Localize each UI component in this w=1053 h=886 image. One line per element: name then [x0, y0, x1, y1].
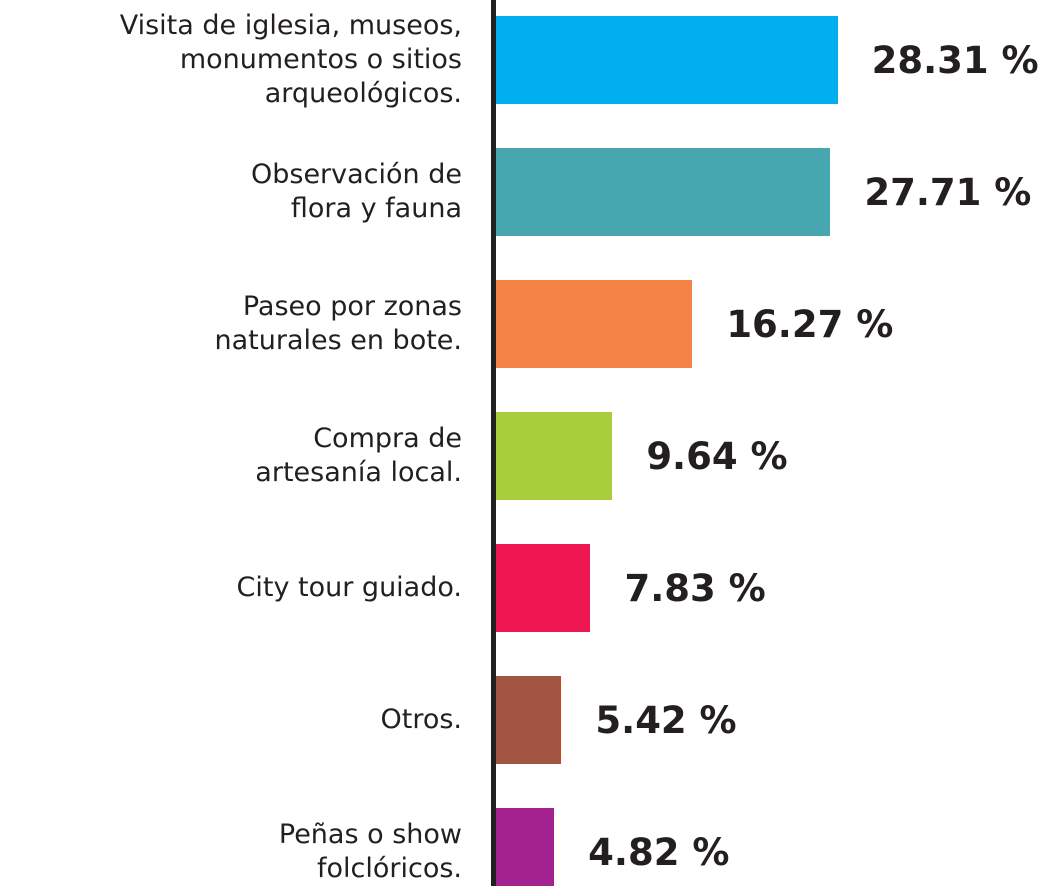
axis-line: [491, 0, 496, 886]
category-label: Peñas o show folclóricos.: [278, 819, 462, 884]
bar: [496, 280, 693, 368]
bar: [496, 148, 831, 236]
category-label: Visita de iglesia, museos, monumentos o …: [119, 10, 462, 109]
value-label: 4.82 %: [588, 830, 730, 874]
value-label: 27.71 %: [864, 170, 1032, 214]
bar: [496, 16, 838, 104]
category-label: Paseo por zonas naturales en bote.: [214, 291, 462, 356]
value-label: 28.31 %: [871, 38, 1039, 82]
category-label: Compra de artesanía local.: [255, 423, 462, 488]
category-label: Observación de flora y fauna: [250, 159, 462, 224]
bar: [496, 808, 555, 886]
bar: [496, 676, 562, 764]
category-label: City tour guiado.: [236, 572, 462, 603]
value-label: 16.27 %: [726, 302, 894, 346]
bar: [496, 412, 613, 500]
value-label: 9.64 %: [646, 434, 788, 478]
value-label: 7.83 %: [624, 566, 766, 610]
bar: [496, 544, 591, 632]
category-label: Otros.: [380, 704, 462, 735]
value-label: 5.42 %: [595, 698, 737, 742]
